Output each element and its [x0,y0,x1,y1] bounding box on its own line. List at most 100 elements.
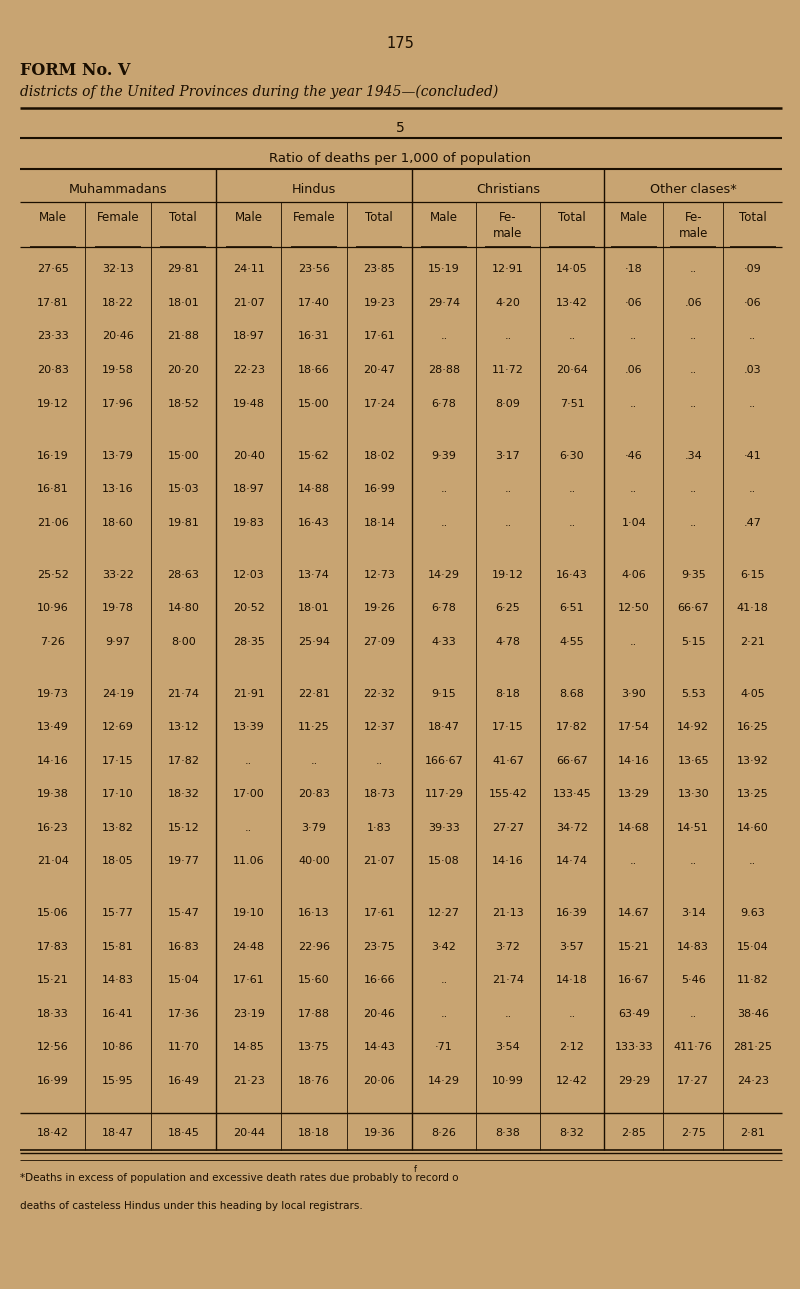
Text: 19·83: 19·83 [233,518,265,527]
Text: FORM No. V: FORM No. V [20,62,130,79]
Text: 117·29: 117·29 [425,789,463,799]
Text: 20·83: 20·83 [298,789,330,799]
Text: 15·21: 15·21 [618,942,650,951]
Text: 4·78: 4·78 [495,637,521,647]
Text: 9·15: 9·15 [432,688,456,699]
Text: 18·52: 18·52 [167,398,199,409]
Text: 17·15: 17·15 [102,755,134,766]
Text: 32·13: 32·13 [102,264,134,275]
Text: 15·77: 15·77 [102,909,134,918]
Text: 4·05: 4·05 [740,688,765,699]
Text: 17·83: 17·83 [37,942,69,951]
Text: 16·39: 16·39 [556,909,588,918]
Text: .06: .06 [684,298,702,308]
Text: 11·72: 11·72 [492,365,524,375]
Text: 18·66: 18·66 [298,365,330,375]
Text: 14·16: 14·16 [618,755,650,766]
Text: 15·08: 15·08 [428,856,460,866]
Text: 133·45: 133·45 [553,789,591,799]
Text: 18·14: 18·14 [363,518,395,527]
Text: 18·33: 18·33 [37,1009,69,1020]
Text: 12·56: 12·56 [37,1043,69,1053]
Text: 16·81: 16·81 [37,485,69,494]
Text: 11·25: 11·25 [298,722,330,732]
Text: 17·88: 17·88 [298,1009,330,1020]
Text: 2·12: 2·12 [559,1043,585,1053]
Text: 13·65: 13·65 [678,755,709,766]
Text: ..: .. [630,485,638,494]
Text: 16·99: 16·99 [37,1076,69,1087]
Text: 8·18: 8·18 [495,688,521,699]
Text: 8·32: 8·32 [559,1128,585,1138]
Text: Male: Male [620,211,648,224]
Text: 21·88: 21·88 [167,331,199,342]
Text: 2·75: 2·75 [681,1128,706,1138]
Text: 17·36: 17·36 [167,1009,199,1020]
Text: 20·44: 20·44 [233,1128,265,1138]
Text: ..: .. [245,822,252,833]
Text: 17·10: 17·10 [102,789,134,799]
Text: Male: Male [430,211,458,224]
Text: 15·62: 15·62 [298,451,330,460]
Text: .47: .47 [744,518,762,527]
Text: 14·16: 14·16 [492,856,524,866]
Text: 12·37: 12·37 [363,722,395,732]
Text: 3·54: 3·54 [496,1043,520,1053]
Text: 20·06: 20·06 [363,1076,395,1087]
Text: 10·96: 10·96 [37,603,69,614]
Text: ·41: ·41 [744,451,762,460]
Text: 12·42: 12·42 [556,1076,588,1087]
Text: ..: .. [376,755,383,766]
Text: 27·65: 27·65 [37,264,69,275]
Text: 14·29: 14·29 [428,1076,460,1087]
Text: 17·82: 17·82 [556,722,588,732]
Text: 6·15: 6·15 [740,570,765,580]
Text: 16·66: 16·66 [363,976,395,985]
Text: ·46: ·46 [625,451,642,460]
Text: Male: Male [234,211,262,224]
Text: 12·03: 12·03 [233,570,265,580]
Text: 3·17: 3·17 [496,451,520,460]
Text: 15·00: 15·00 [298,398,330,409]
Text: 7·51: 7·51 [560,398,584,409]
Text: 21·91: 21·91 [233,688,265,699]
Text: 19·81: 19·81 [167,518,199,527]
Text: 63·49: 63·49 [618,1009,650,1020]
Text: ..: .. [749,398,756,409]
Text: 25·94: 25·94 [298,637,330,647]
Text: 27·09: 27·09 [363,637,395,647]
Text: 14·83: 14·83 [102,976,134,985]
Text: 9·35: 9·35 [681,570,706,580]
Text: 14·88: 14·88 [298,485,330,494]
Text: 21·06: 21·06 [37,518,69,527]
Text: 23·56: 23·56 [298,264,330,275]
Text: 14·85: 14·85 [233,1043,265,1053]
Text: .34: .34 [684,451,702,460]
Text: 11·70: 11·70 [167,1043,199,1053]
Text: 17·61: 17·61 [363,909,395,918]
Text: 10·86: 10·86 [102,1043,134,1053]
Text: 14·92: 14·92 [677,722,710,732]
Text: 6·30: 6·30 [560,451,584,460]
Text: 19·38: 19·38 [37,789,69,799]
Text: 21·23: 21·23 [233,1076,265,1087]
Text: 19·36: 19·36 [363,1128,395,1138]
Text: 17·61: 17·61 [363,331,395,342]
Text: 19·23: 19·23 [363,298,395,308]
Text: 18·01: 18·01 [167,298,199,308]
Text: 19·12: 19·12 [492,570,524,580]
Text: 15·81: 15·81 [102,942,134,951]
Text: deaths of casteless Hindus under this heading by local registrars.: deaths of casteless Hindus under this he… [20,1201,362,1212]
Text: 13·74: 13·74 [298,570,330,580]
Text: 14·83: 14·83 [678,942,709,951]
Text: 38·46: 38·46 [737,1009,769,1020]
Text: 16·43: 16·43 [298,518,330,527]
Text: 14·18: 14·18 [556,976,588,985]
Text: 6·51: 6·51 [560,603,584,614]
Text: 66·67: 66·67 [678,603,709,614]
Text: ·18: ·18 [625,264,642,275]
Text: 12·73: 12·73 [363,570,395,580]
Text: 5·46: 5·46 [681,976,706,985]
Text: 40·00: 40·00 [298,856,330,866]
Text: 17·27: 17·27 [677,1076,710,1087]
